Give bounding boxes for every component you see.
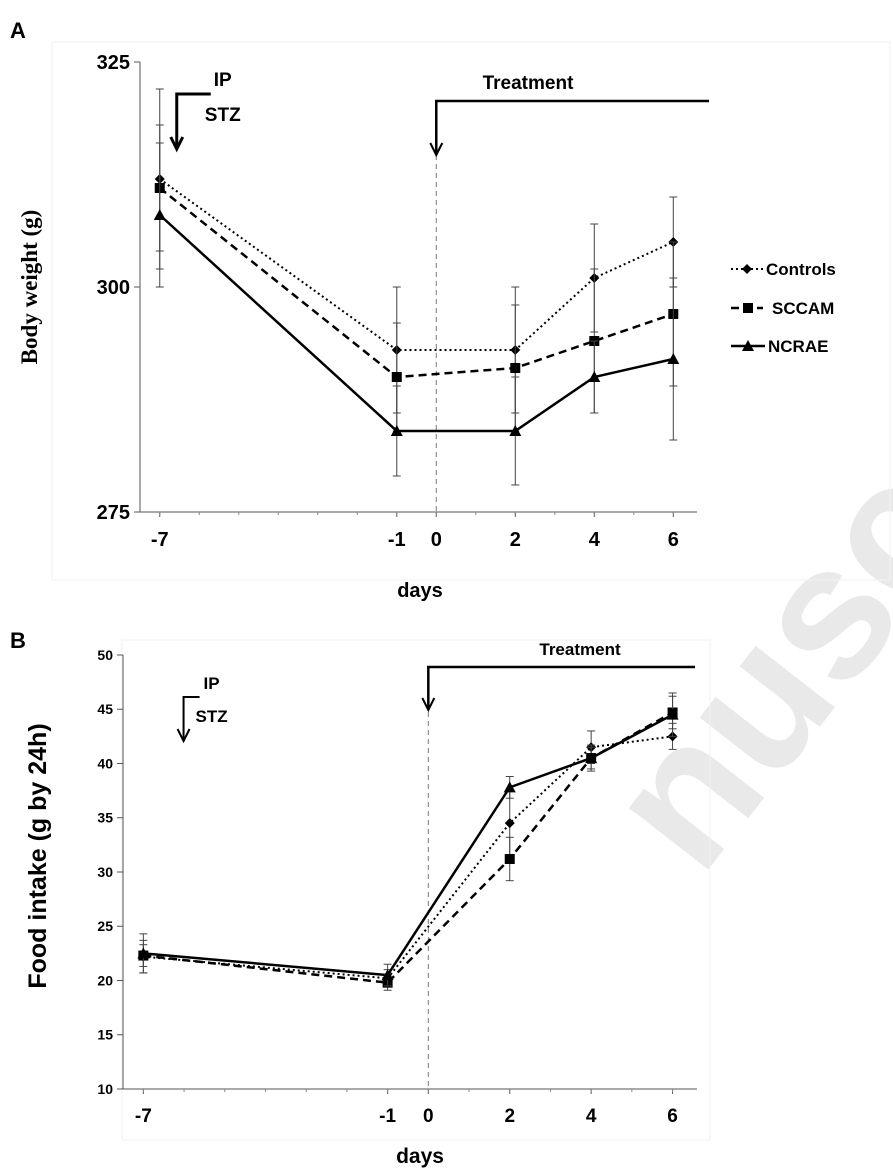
legend-label-sccam: SCCAM <box>772 299 834 318</box>
data-point <box>667 353 680 364</box>
x-tick-label: 4 <box>589 529 601 551</box>
data-point <box>585 752 598 764</box>
y-tick-label: 40 <box>97 755 113 771</box>
treatment-bracket <box>427 665 695 710</box>
stz-label: STZ <box>205 105 241 126</box>
diamond-marker-icon <box>742 264 752 274</box>
panel-b-plot: 10 15 20 25 30 35 40 45 50 -7 -1 0 2 4 6 Treatment IP STZ <box>97 640 697 1127</box>
ip-label: IP <box>204 674 220 693</box>
treatment-arrow-icon <box>429 142 444 158</box>
treatment-bracket <box>435 99 709 155</box>
y-tick-label: 275 <box>97 502 130 524</box>
data-point <box>510 363 521 373</box>
data-point <box>381 969 394 981</box>
treatment-label: Treatment <box>539 640 621 659</box>
data-point <box>137 947 150 959</box>
x-tick-label: -1 <box>379 1106 396 1127</box>
legend-label-ncrae: NCRAE <box>768 337 828 356</box>
series-line <box>158 187 674 379</box>
ip-arrow-icon <box>169 136 185 153</box>
x-tick-label: 0 <box>431 529 442 551</box>
series-controls <box>154 88 679 414</box>
data-point <box>504 818 515 829</box>
panel-a-ylabel: Body weight (g) <box>17 210 42 365</box>
x-tick-label: -7 <box>151 529 169 551</box>
y-tick-label: 20 <box>97 972 113 988</box>
ip-bracket <box>182 696 200 741</box>
y-tick-label: 30 <box>97 864 113 880</box>
y-tick-label: 25 <box>97 918 113 934</box>
panel-b-label: B <box>10 628 26 653</box>
series-sccam <box>154 124 679 432</box>
data-point <box>666 708 679 720</box>
data-point <box>509 425 522 436</box>
legend-label-controls: Controls <box>766 260 836 279</box>
data-point <box>503 781 516 793</box>
legend-entry-sccam: SCCAM <box>731 299 834 318</box>
data-point <box>391 372 402 382</box>
ip-bracket <box>175 92 211 149</box>
panel-a-xlabel: days <box>397 580 443 602</box>
y-tick-label: 300 <box>97 277 130 299</box>
x-tick-label: 2 <box>510 529 521 551</box>
x-tick-label: 6 <box>668 529 679 551</box>
data-point <box>588 371 601 382</box>
stz-label: STZ <box>196 707 228 726</box>
treatment-label: Treatment <box>483 73 574 94</box>
panel-b: B 10 15 20 25 30 35 40 45 50 -7 -1 0 2 4 6 Treatment IP S… <box>10 628 711 1168</box>
square-marker-icon <box>743 303 753 313</box>
panel-b-xlabel: days <box>396 1145 444 1168</box>
ip-label: IP <box>214 70 232 91</box>
panel-a: A 275 300 325 -7 -1 0 2 4 6 Treatment IP STZ Body w… <box>10 18 891 602</box>
x-tick-label: 0 <box>423 1106 434 1127</box>
data-point <box>390 425 403 436</box>
panel-a-label: A <box>10 18 26 43</box>
x-tick-label: 4 <box>586 1106 597 1127</box>
x-tick-label: -1 <box>388 529 406 551</box>
ip-arrow-icon <box>176 728 191 744</box>
x-tick-label: 2 <box>504 1106 515 1127</box>
series-ncrae <box>137 692 679 987</box>
panel-b-ylabel: Food intake (g by 24h) <box>24 723 52 988</box>
legend-entry-ncrae: NCRAE <box>731 337 828 356</box>
treatment-arrow-icon <box>421 697 436 713</box>
panel-a-plot: 275 300 325 -7 -1 0 2 4 6 Treatment IP STZ <box>97 52 709 551</box>
x-tick-label: 6 <box>667 1106 678 1127</box>
legend-entry-controls: Controls <box>731 260 836 279</box>
y-tick-label: 50 <box>97 647 113 663</box>
y-tick-label: 325 <box>97 52 130 74</box>
y-tick-label: 10 <box>97 1081 113 1097</box>
watermark-text: nusc <box>565 425 893 905</box>
x-tick-label: -7 <box>135 1106 152 1127</box>
triangle-marker-icon <box>742 340 754 351</box>
series-line <box>159 178 674 351</box>
legend: Controls SCCAM NCRAE <box>731 260 836 356</box>
y-tick-label: 35 <box>97 810 113 826</box>
series-line <box>158 214 674 433</box>
data-point <box>153 209 166 220</box>
data-point <box>504 853 515 864</box>
y-tick-label: 45 <box>97 701 113 717</box>
y-tick-label: 15 <box>97 1027 113 1043</box>
series-ncrae <box>153 142 680 486</box>
